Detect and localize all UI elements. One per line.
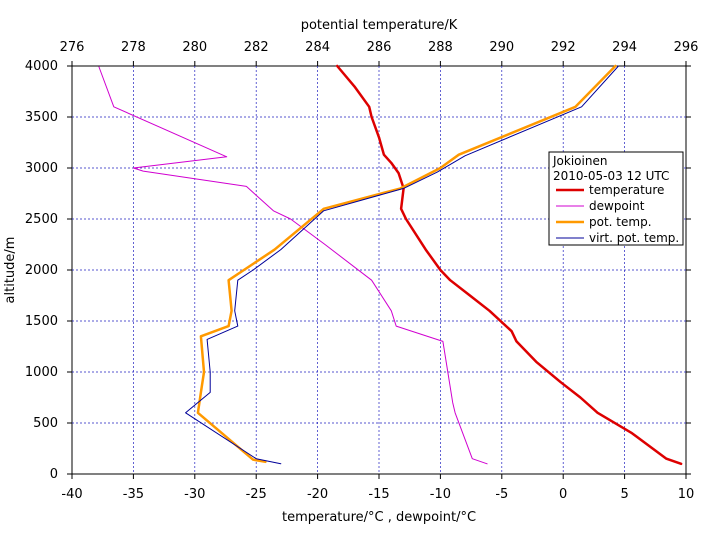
legend-items: temperature dewpoint pot. temp. virt. pot. … — [556, 183, 679, 245]
y-tick-label: 1000 — [25, 365, 58, 380]
x2-tick-label: 284 — [305, 40, 330, 55]
legend-label: virt. pot. temp. — [589, 231, 679, 245]
x-tick-label: -25 — [246, 487, 267, 502]
legend-box — [548, 151, 684, 246]
legend-title-time: 2010-05-03 12 UTC — [553, 169, 669, 183]
x2-tick-label: 288 — [428, 40, 453, 55]
x2-tick-label: 286 — [367, 40, 392, 55]
legend-label: dewpoint — [589, 199, 645, 213]
x2-tick-label: 294 — [612, 40, 637, 55]
x2-tick-label: 296 — [674, 40, 699, 55]
y-tick-label: 2500 — [25, 212, 58, 227]
x-tick-label: -30 — [184, 487, 205, 502]
legend: Jokioinen 2010-05-03 12 UTC temperature d… — [548, 151, 684, 246]
y-tick-label: 4000 — [25, 59, 58, 74]
x-tick-label: -20 — [307, 487, 328, 502]
y-tick-label: 3000 — [25, 161, 58, 176]
x2-tick-label: 280 — [182, 40, 207, 55]
x-tick-label: -15 — [368, 487, 389, 502]
x-tick-label: -40 — [61, 487, 82, 502]
x-tick-label: 5 — [620, 487, 628, 502]
x2-tick-label: 276 — [60, 40, 85, 55]
x-tick-label: 10 — [678, 487, 695, 502]
series-lines — [98, 64, 683, 466]
x2-tick-label: 278 — [121, 40, 146, 55]
y-tick-label: 2000 — [25, 263, 58, 278]
x-tick-label: 0 — [559, 487, 567, 502]
y-axis-title: altitude/m — [3, 237, 18, 304]
series-line-temperature — [335, 64, 683, 466]
x-axis-title: temperature/°C , dewpoint/°C — [282, 510, 476, 525]
y-tick-label: 0 — [50, 467, 58, 482]
legend-label: temperature — [589, 183, 664, 197]
y-tick-label: 1500 — [25, 314, 58, 329]
x-tick-label: -35 — [123, 487, 144, 502]
series-line-virt-pot-temp — [185, 65, 619, 465]
x2-tick-label: 282 — [244, 40, 269, 55]
y-tick-label: 500 — [33, 416, 58, 431]
series-line-dewpoint — [98, 66, 488, 465]
legend-title-station: Jokioinen — [552, 154, 607, 168]
x-tick-label: -5 — [495, 487, 508, 502]
x2-tick-label: 290 — [489, 40, 514, 55]
x-tick-label: -10 — [430, 487, 451, 502]
legend-label: pot. temp. — [589, 215, 652, 229]
x2-tick-label: 292 — [551, 40, 576, 55]
axis-ticks: -40 -35 -30 -25 -20 -15 -10 -5 0 5 10 276 278 280 282 2… — [25, 40, 699, 502]
x2-axis-title: potential temperature/K — [301, 18, 458, 33]
y-tick-label: 3500 — [25, 110, 58, 125]
series-line-pot-temp — [196, 64, 617, 464]
